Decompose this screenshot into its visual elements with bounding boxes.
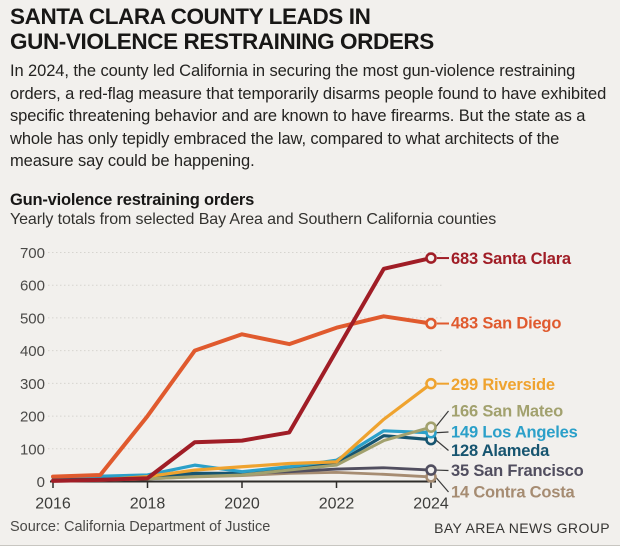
intro-paragraph: In 2024, the county led California in se… <box>10 62 607 170</box>
y-axis-tick-label: 400 <box>20 343 45 360</box>
x-axis-tick-label: 2024 <box>413 496 449 513</box>
end-marker-san-francisco <box>425 464 437 476</box>
series-label-alameda: 128 Alameda <box>451 442 550 460</box>
y-axis-tick-label: 200 <box>20 409 45 426</box>
x-axis-tick-label: 2020 <box>224 496 260 513</box>
series-label-los-angeles: 149 Los Angeles <box>451 424 578 442</box>
x-axis-tick-label: 2016 <box>35 496 71 513</box>
x-axis-tick-label: 2018 <box>130 496 166 513</box>
gvro-line-chart: 0 100 200 300 400 500 600 700 2016 2018 2020 2022 20… <box>20 245 584 513</box>
headline-line1: SANTA CLARA COUNTY LEADS IN <box>10 4 371 29</box>
publisher-credit: BAY AREA NEWS GROUP <box>434 520 610 536</box>
series-label-riverside: 299 Riverside <box>451 376 555 394</box>
series-line-santa-clara <box>51 256 433 483</box>
y-axis-tick-label: 300 <box>20 376 45 393</box>
end-marker-san-mateo <box>425 421 437 433</box>
y-axis-tick-label: 700 <box>20 245 45 262</box>
y-axis-tick-label: 100 <box>20 441 45 458</box>
chart-subtitle: Yearly totals from selected Bay Area and… <box>10 211 497 228</box>
label-leader-line <box>435 476 449 493</box>
series-line-los-angeles <box>51 429 433 479</box>
label-leader-line <box>435 439 449 451</box>
end-marker-san-diego <box>425 317 437 330</box>
series-label-san-mateo: 166 San Mateo <box>451 403 563 421</box>
series-label-san-diego: 483 San Diego <box>451 315 561 333</box>
label-leader-line <box>435 431 449 434</box>
y-axis-tick-label: 500 <box>20 310 45 327</box>
x-axis-tick-label: 2022 <box>319 496 355 513</box>
source-note: Source: California Department of Justice <box>10 519 271 535</box>
end-marker-riverside <box>425 377 437 390</box>
end-marker-santa-clara <box>425 252 437 264</box>
series-label-santa-clara: 683 Santa Clara <box>451 250 572 268</box>
label-leader-line <box>435 410 449 428</box>
series-label-contra-costa: 14 Contra Costa <box>451 484 576 502</box>
series-line-san-diego <box>51 314 433 479</box>
headline-line2: GUN-VIOLENCE RESTRAINING ORDERS <box>10 28 434 54</box>
chart-title: Gun-violence restraining orders <box>10 191 255 209</box>
headline: SANTA CLARA COUNTY LEADS IN GUN-VIOLENCE… <box>10 4 610 54</box>
y-axis-tick-label: 600 <box>20 278 45 295</box>
y-axis-tick-label: 0 <box>37 474 45 491</box>
series-label-san-francisco: 35 San Francisco <box>451 462 584 480</box>
